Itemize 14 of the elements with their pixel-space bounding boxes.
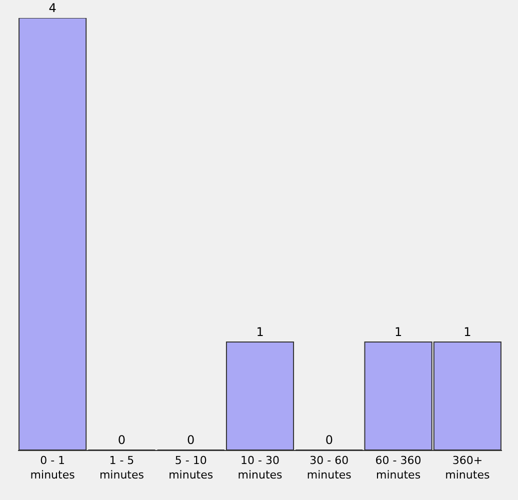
data-label: 0 bbox=[187, 433, 195, 447]
x-tick-label: 360+ minutes bbox=[445, 454, 490, 482]
x-tick-label: 0 - 1 minutes bbox=[30, 454, 76, 482]
x-tick-label: 60 - 360 minutes bbox=[375, 454, 422, 482]
data-label: 4 bbox=[48, 1, 56, 15]
data-label: 0 bbox=[325, 433, 333, 447]
data-label: 1 bbox=[256, 325, 264, 339]
data-label: 1 bbox=[394, 325, 402, 339]
x-tick-label: 5 - 10 minutes bbox=[168, 454, 214, 482]
x-tick-label: 1 - 5 minutes bbox=[99, 454, 144, 482]
data-label: 1 bbox=[464, 325, 472, 339]
x-tick-label: 10 - 30 minutes bbox=[238, 454, 283, 482]
data-label: 0 bbox=[118, 433, 126, 447]
x-tick-label: 30 - 60 minutes bbox=[306, 454, 352, 482]
